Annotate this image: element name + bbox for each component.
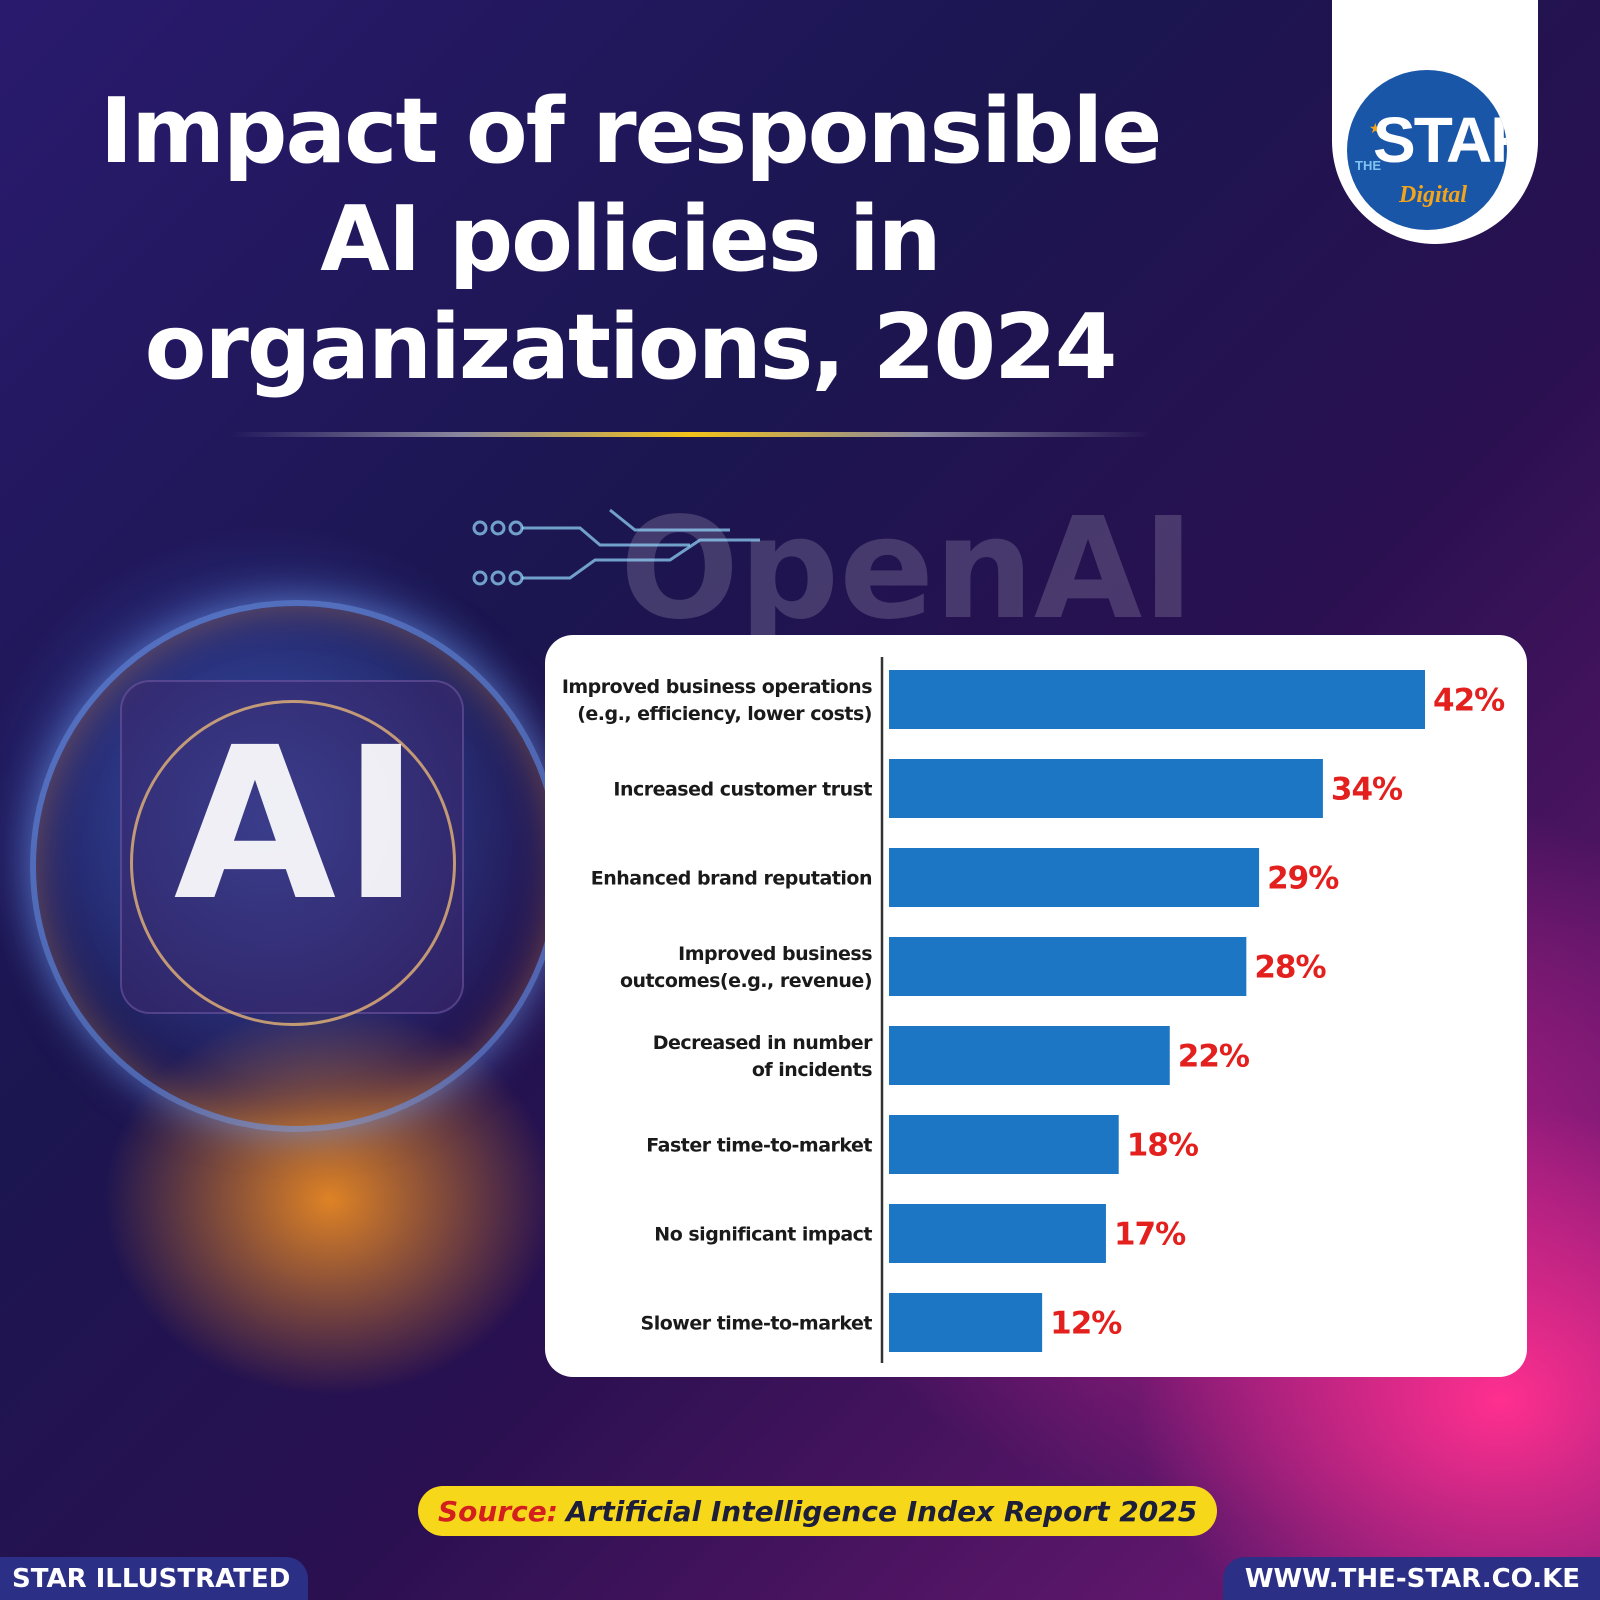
footer-website-link[interactable]: WWW.THE-STAR.CO.KE: [1222, 1557, 1600, 1600]
star-icon: ★: [1369, 120, 1382, 136]
circuit-lines-decoration: [472, 508, 760, 586]
logo-disc: THE ★ STAR Digital: [1347, 70, 1507, 230]
category-label-5-line-2: of incidents: [752, 1059, 872, 1081]
bar-1: [889, 670, 1425, 729]
source-text: Artificial Intelligence Index Report 202…: [565, 1494, 1198, 1528]
bar-6: [889, 1115, 1119, 1174]
chart-card: Improved business operations (e.g., effic…: [545, 635, 1527, 1377]
title-line-2: AI policies in: [320, 187, 941, 292]
bar-4: [889, 937, 1247, 996]
category-label-5-line-1: Decreased in number: [653, 1032, 873, 1054]
category-label-8-line-1: Slower time-to-market: [641, 1313, 873, 1335]
footer-brand-tag: STAR ILLUSTRATED: [0, 1557, 309, 1600]
logo-star-word: STAR: [1373, 104, 1507, 176]
category-label-4-line-2: outcomes(e.g., revenue): [620, 970, 872, 992]
the-star-digital-logo: THE ★ STAR Digital: [1332, 0, 1538, 244]
bar-7: [889, 1204, 1106, 1263]
logo-the-word: THE: [1355, 158, 1381, 173]
background-openai-lettering: OpenAI: [620, 488, 1195, 651]
value-label-4: 28%: [1254, 950, 1326, 986]
page-title: Impact of responsible AI policies in org…: [60, 78, 1200, 402]
logo-digital-word: Digital: [1399, 182, 1468, 208]
source-label: Source:: [438, 1494, 558, 1528]
bar-5: [889, 1026, 1170, 1085]
bar-3: [889, 848, 1260, 907]
title-line-1: Impact of responsible: [99, 79, 1162, 184]
value-label-5: 22%: [1178, 1039, 1250, 1075]
value-label-3: 29%: [1267, 861, 1339, 897]
value-label-6: 18%: [1127, 1128, 1199, 1164]
title-divider: [230, 432, 1150, 437]
category-label-7-line-1: No significant impact: [654, 1224, 872, 1246]
inner-ring-decoration: [130, 700, 456, 1026]
bar-8: [889, 1293, 1043, 1352]
bar-2: [889, 759, 1323, 818]
value-label-7: 17%: [1114, 1217, 1186, 1253]
category-label-4-line-1: Improved business: [678, 943, 872, 965]
value-label-2: 34%: [1331, 772, 1403, 808]
value-label-1: 42%: [1433, 683, 1505, 719]
category-label-1-line-1: Improved business operations: [562, 676, 872, 698]
category-label-3-line-1: Enhanced brand reputation: [591, 868, 872, 890]
category-label-6-line-1: Faster time-to-market: [646, 1135, 872, 1157]
source-pill: Source: Artificial Intelligence Index Re…: [418, 1486, 1218, 1536]
value-label-8: 12%: [1050, 1306, 1122, 1342]
category-label-2-line-1: Increased customer trust: [613, 779, 872, 801]
category-label-1-line-2: (e.g., efficiency, lower costs): [577, 703, 872, 725]
title-line-3: organizations, 2024: [144, 295, 1118, 400]
background-ai-lettering: AI: [173, 702, 427, 947]
bar-chart: Improved business operations (e.g., effic…: [562, 657, 1506, 1363]
